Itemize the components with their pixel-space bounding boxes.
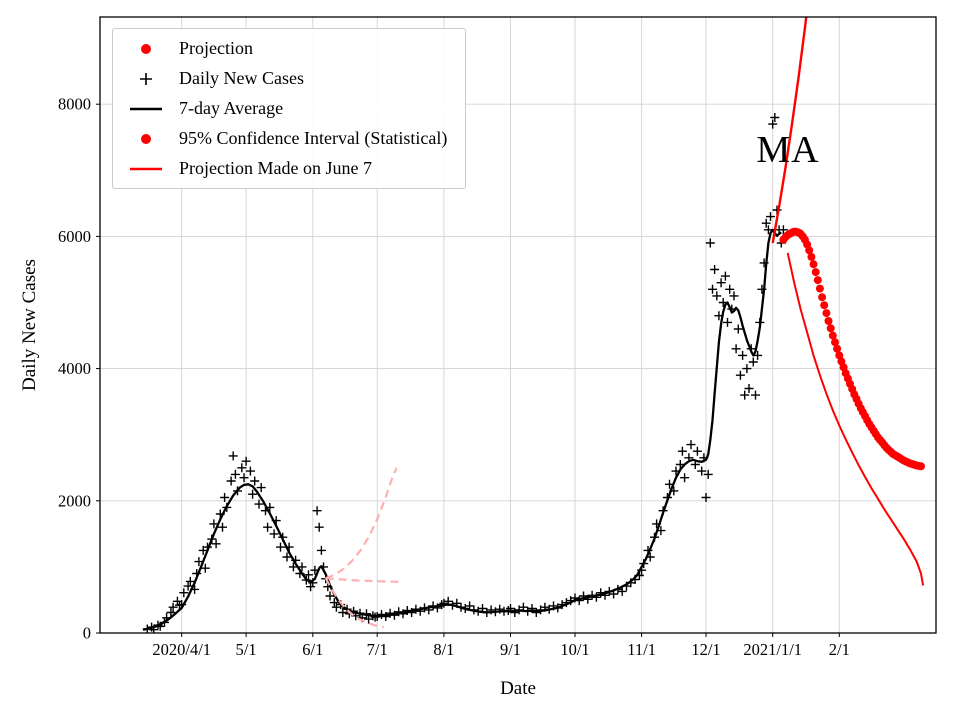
x-tick-label: 11/1 — [627, 640, 656, 659]
series-daily-new-cases — [142, 113, 788, 633]
series-95-ci-upper — [325, 467, 398, 580]
series-95-ci-mid — [325, 577, 399, 583]
y-axis-label: Daily New Cases — [19, 259, 40, 391]
legend-plus-icon — [140, 72, 152, 85]
x-axis-label: Date — [500, 678, 536, 699]
legend: Projection Daily New Cases 7-day Average 95… — [112, 28, 467, 189]
x-tick-label: 8/1 — [433, 640, 454, 659]
series-95-ci-lower — [324, 577, 384, 629]
y-tick-label: 0 — [83, 624, 91, 643]
legend-line-icon — [130, 107, 162, 110]
legend-line-icon — [130, 167, 162, 170]
series-projection-made-on-june-7-lower — [786, 252, 925, 586]
x-tick-label: 10/1 — [560, 640, 589, 659]
x-tick-label: 9/1 — [500, 640, 521, 659]
x-tick-label: 2/1 — [829, 640, 850, 659]
x-tick-label: 12/1 — [691, 640, 720, 659]
legend-item-label: Daily New Cases — [179, 68, 304, 88]
x-tick-label: 7/1 — [367, 640, 388, 659]
x-tick-label: 2021/1/1 — [743, 640, 802, 659]
series-projection — [779, 227, 925, 471]
y-tick-label: 6000 — [58, 227, 91, 246]
legend-item-projection: Projection — [127, 38, 447, 59]
legend-item-label: Projection — [179, 38, 253, 58]
legend-item-daily-new-cases: Daily New Cases — [127, 68, 447, 89]
legend-item-label: 7-day Average — [179, 98, 284, 118]
annotation-ma: MA — [756, 129, 820, 171]
legend-item-label: 95% Confidence Interval (Statistical) — [179, 128, 448, 148]
legend-dot-icon — [141, 133, 151, 144]
x-tick-label: 5/1 — [236, 640, 257, 659]
legend-item-projection-made-on-june-7: Projection Made on June 7 — [127, 158, 447, 179]
legend-item-7-day-average: 7-day Average — [127, 98, 447, 119]
legend-item-label: Projection Made on June 7 — [179, 158, 372, 178]
y-tick-label: 2000 — [58, 491, 91, 510]
axis-ticks: 2020/4/1 5/1 6/1 7/1 8/1 9/1 10/1 11/1 12/1 2021/… — [58, 95, 850, 659]
x-tick-label: 6/1 — [302, 640, 323, 659]
legend-item-95-confidence-interval-statistical: 95% Confidence Interval (Statistical) — [127, 128, 447, 149]
y-tick-label: 8000 — [58, 95, 91, 114]
series-projection-made-on-june-7-upper — [771, 17, 808, 244]
series-7-day-average — [142, 228, 782, 631]
x-tick-label: 2020/4/1 — [152, 640, 211, 659]
plot-series — [142, 17, 925, 633]
legend-dot-icon — [141, 43, 151, 54]
y-tick-label: 4000 — [58, 359, 91, 378]
axes-border — [99, 16, 937, 634]
